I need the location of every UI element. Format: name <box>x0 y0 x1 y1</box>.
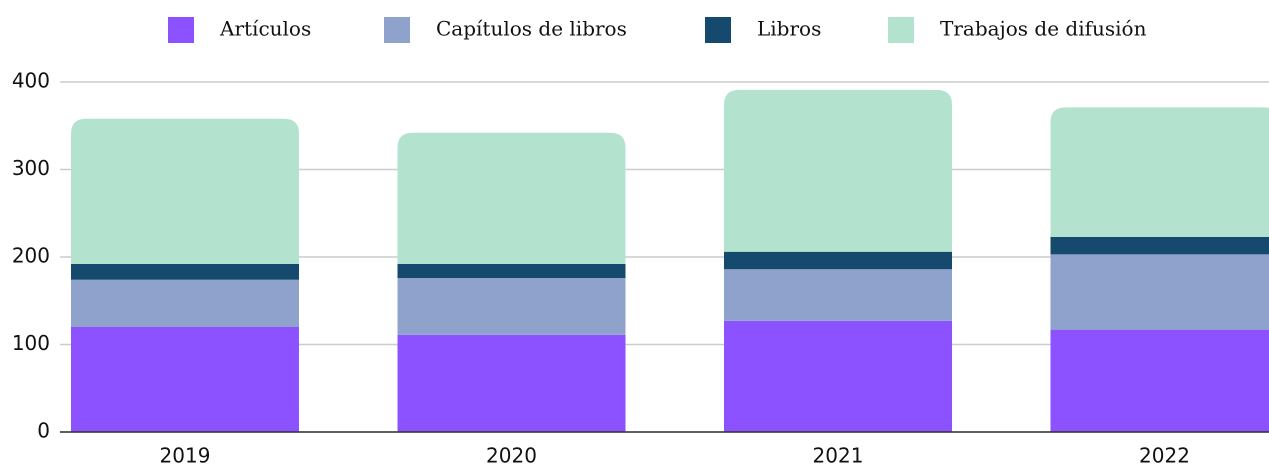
bar-segment <box>724 251 952 270</box>
legend-swatch <box>888 17 914 43</box>
bar-segment <box>1050 254 1269 330</box>
legend-swatch <box>705 17 731 43</box>
y-tick-label: 100 <box>12 331 50 355</box>
bar-segment <box>397 132 626 264</box>
bar-segment <box>724 320 952 432</box>
y-tick-label: 0 <box>37 419 50 443</box>
x-tick-label: 2019 <box>160 444 211 467</box>
legend-swatch <box>168 17 194 43</box>
bar-segment <box>1050 329 1269 432</box>
legend-label: Trabajos de difusión <box>940 17 1147 41</box>
bar-segment <box>724 269 952 321</box>
bar-segment <box>397 264 626 278</box>
x-tick-label: 2020 <box>486 444 537 467</box>
x-tick-label: 2022 <box>1139 444 1190 467</box>
y-tick-label: 400 <box>12 69 50 93</box>
legend-label: Capítulos de libros <box>436 17 627 41</box>
legend-label: Artículos <box>219 17 311 41</box>
bar-segment <box>71 279 299 327</box>
bar-segment <box>71 264 299 280</box>
bar-segment <box>1050 236 1269 255</box>
bar-segment <box>71 118 299 264</box>
bar-segment <box>397 334 626 432</box>
y-tick-label: 300 <box>12 156 50 180</box>
bar-segment <box>71 327 299 432</box>
legend-label: Libros <box>757 17 821 41</box>
x-tick-label: 2021 <box>813 444 864 467</box>
legend-swatch <box>384 17 410 43</box>
bar-segment <box>724 89 952 252</box>
bar-segment <box>397 278 626 335</box>
bar-segment <box>1050 107 1269 237</box>
y-tick-label: 200 <box>12 244 50 268</box>
